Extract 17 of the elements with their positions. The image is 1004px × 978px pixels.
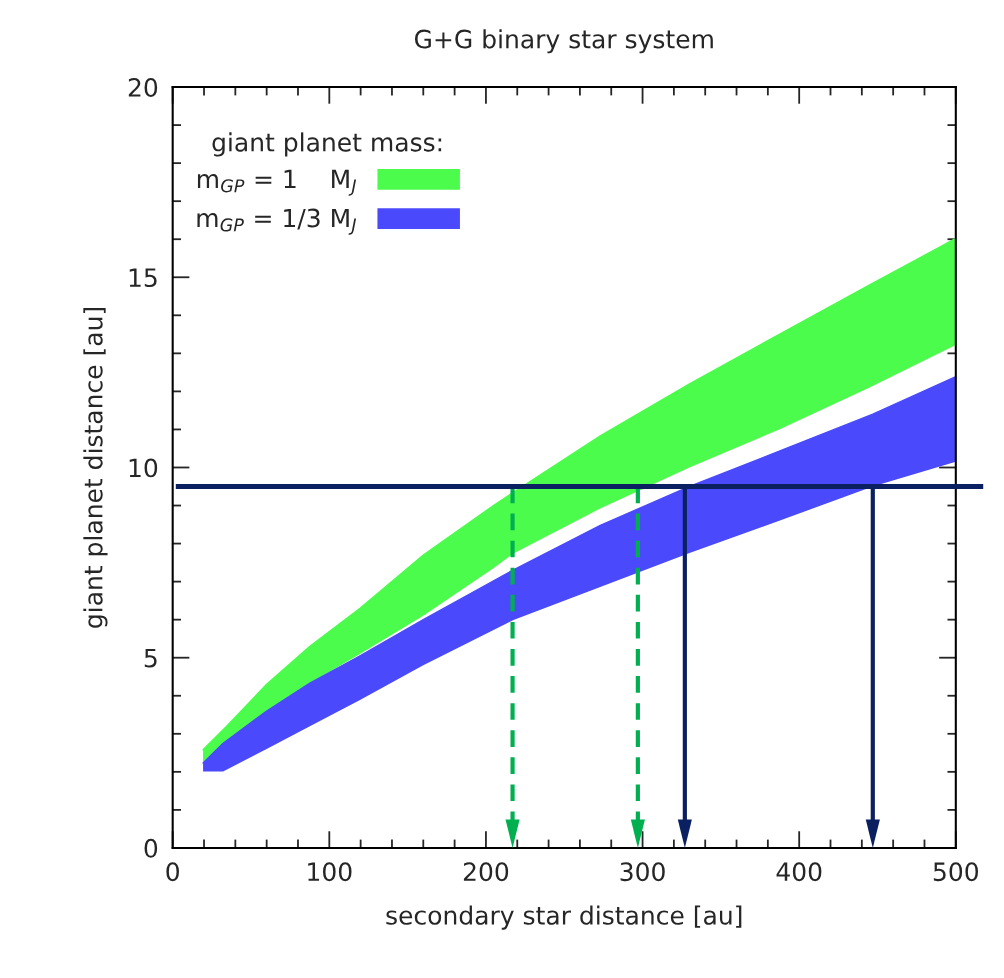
y-tick-label: 20 [128, 77, 158, 97]
x-tick-label: 0 [166, 862, 179, 882]
y-tick-label: 10 [129, 458, 158, 478]
x-tick-label: 300 [620, 862, 665, 882]
legend-label: m$_{GP}$ = 1/3 M$_{J}$ [197, 208, 357, 235]
legend-title: giant planet mass: [212, 132, 442, 157]
y-tick-label: 5 [144, 648, 157, 668]
chart-title: G+G binary star system [414, 29, 713, 54]
x-tick-label: 400 [776, 862, 822, 882]
legend-label: m$_{GP}$ = 1 M$_{J}$ [197, 169, 357, 196]
x-tick-label: 100 [308, 862, 352, 882]
x-tick-label: 500 [933, 862, 979, 882]
x-tick-label: 200 [463, 862, 509, 882]
y-tick-label: 15 [129, 268, 157, 288]
y-axis-title: giant planet distance [au] [83, 307, 108, 628]
x-axis-title: secondary star distance [au] [386, 905, 742, 930]
y-tick-label: 0 [144, 838, 158, 858]
